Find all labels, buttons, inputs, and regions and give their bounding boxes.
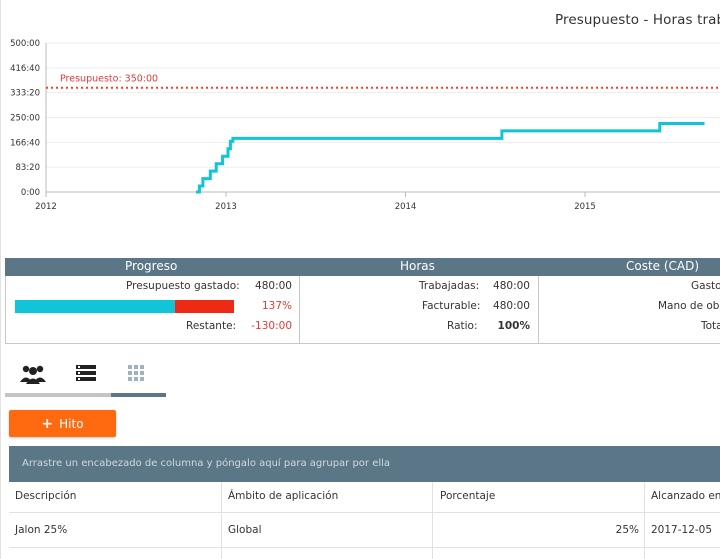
x-tick-label: 2015 bbox=[574, 202, 596, 212]
labour-label: Mano de obr bbox=[658, 300, 720, 312]
grid-dots-icon bbox=[128, 365, 144, 381]
tab-resources[interactable] bbox=[8, 362, 58, 398]
spent-value: 480:00 bbox=[255, 280, 292, 292]
users-icon bbox=[20, 365, 46, 384]
hours-chart: 500:00 416:40 333:20 250:00 166:40 83:20 0:00 2… bbox=[10, 39, 720, 212]
y-tick-label: 250:00 bbox=[10, 114, 40, 124]
worked-value: 480:00 bbox=[493, 280, 530, 292]
column-header-descripcion[interactable]: Descripción bbox=[15, 490, 77, 502]
remaining-label: Restante: bbox=[186, 320, 237, 332]
y-tick-label: 83:20 bbox=[16, 163, 41, 173]
y-tick-label: 0:00 bbox=[21, 188, 40, 198]
cell-porcentaje: 25% bbox=[615, 524, 639, 536]
column-divider bbox=[432, 482, 433, 559]
x-tick-label: 2013 bbox=[215, 202, 237, 212]
grid-header: Descripción Ámbito de aplicación Porcent… bbox=[9, 482, 720, 513]
cell-descripcion: Jalon 25% bbox=[15, 524, 68, 536]
coste-header: Coste (CAD) bbox=[626, 259, 700, 273]
summary-body: Presupuesto gastado: 480:00 137% Restant… bbox=[5, 276, 720, 344]
column-divider bbox=[644, 482, 645, 559]
summary-header: Progreso Horas Coste (CAD) bbox=[5, 258, 720, 276]
table-row[interactable]: Jalon 25% Global 25% 2017-12-05 bbox=[9, 513, 720, 548]
summary-panel: Progreso Horas Coste (CAD) Presupuesto g… bbox=[5, 258, 720, 344]
tab-list[interactable] bbox=[62, 362, 112, 398]
budget-label: Presupuesto: 350:00 bbox=[60, 74, 158, 85]
column-divider bbox=[538, 276, 539, 343]
y-tick-label: 166:40 bbox=[10, 138, 40, 148]
column-header-ambito[interactable]: Ámbito de aplicación bbox=[228, 490, 339, 502]
add-milestone-label: Hito bbox=[59, 416, 84, 431]
ratio-label: Ratio: bbox=[447, 320, 478, 332]
y-tick-label: 500:00 bbox=[10, 39, 40, 49]
x-tick-label: 2012 bbox=[35, 202, 57, 212]
cell-ambito: Global bbox=[228, 524, 262, 536]
hours-series-line bbox=[196, 122, 705, 194]
group-by-panel[interactable]: Arrastre un encabezado de columna y póng… bbox=[9, 446, 720, 482]
budget-progress-fill bbox=[15, 300, 175, 313]
progreso-header: Progreso bbox=[125, 259, 178, 273]
y-tick-label: 416:40 bbox=[10, 64, 40, 74]
column-divider bbox=[299, 276, 300, 343]
x-tick-label: 2014 bbox=[395, 202, 417, 212]
billable-value: 480:00 bbox=[493, 300, 530, 312]
add-milestone-button[interactable]: + Hito bbox=[9, 410, 116, 437]
budget-progress-bar bbox=[15, 300, 234, 313]
plus-icon: + bbox=[41, 415, 54, 432]
tab-grid[interactable] bbox=[113, 362, 163, 398]
column-divider bbox=[221, 482, 222, 559]
expenses-label: Gasto bbox=[691, 280, 720, 292]
spent-label: Presupuesto gastado: bbox=[126, 280, 240, 292]
billable-label: Facturable: bbox=[422, 300, 481, 312]
worked-label: Trabajadas: bbox=[419, 280, 480, 292]
group-by-hint: Arrastre un encabezado de columna y póng… bbox=[22, 458, 391, 469]
cell-alcanzado: 2017-12-05 bbox=[651, 524, 713, 536]
column-header-alcanzado[interactable]: Alcanzado en bbox=[651, 490, 720, 502]
spent-percent: 137% bbox=[261, 300, 292, 312]
server-list-icon bbox=[76, 365, 96, 381]
remaining-value: -130:00 bbox=[251, 320, 292, 332]
active-tab-indicator bbox=[111, 393, 166, 397]
column-header-porcentaje[interactable]: Porcentaje bbox=[440, 490, 496, 502]
chart-title: Presupuesto - Horas trab bbox=[555, 12, 720, 28]
horas-header: Horas bbox=[400, 259, 435, 273]
ratio-value: 100% bbox=[497, 320, 530, 332]
tab-underline bbox=[5, 393, 111, 397]
y-tick-label: 333:20 bbox=[10, 89, 40, 99]
total-label: Tota bbox=[701, 320, 720, 332]
milestones-grid: Descripción Ámbito de aplicación Porcent… bbox=[9, 482, 720, 548]
